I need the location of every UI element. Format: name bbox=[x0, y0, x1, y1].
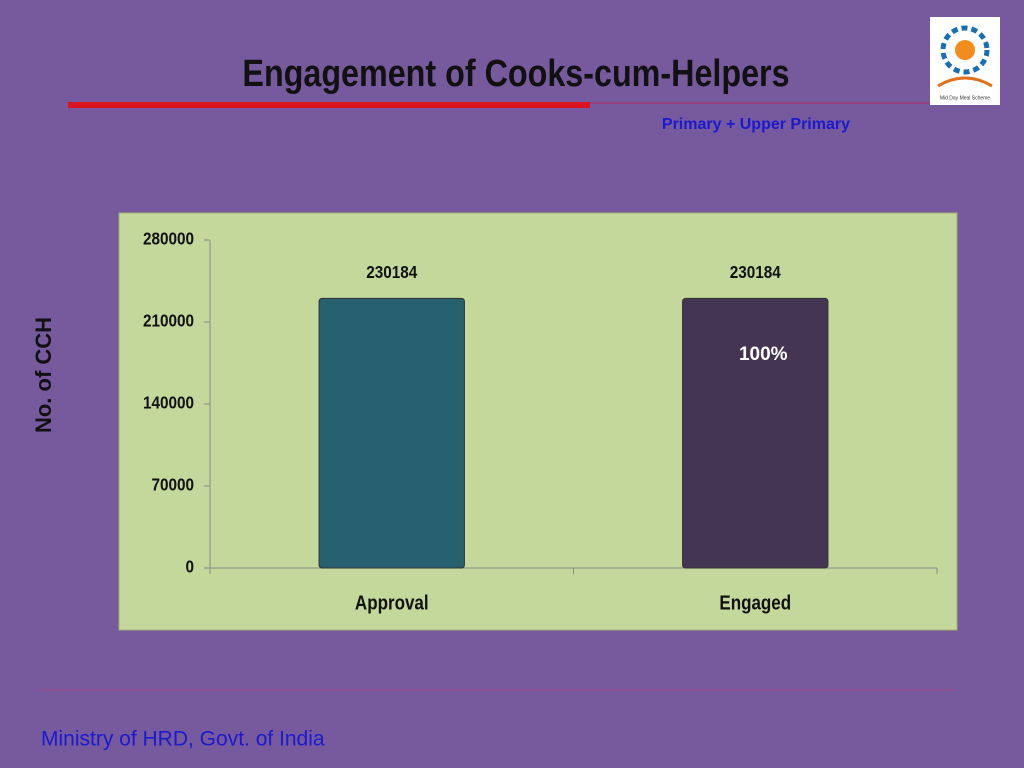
y-tick-label: 70000 bbox=[151, 475, 194, 495]
logo: Mid Day Meal Scheme bbox=[930, 17, 1000, 105]
title-rule bbox=[68, 102, 590, 108]
logo-box bbox=[930, 17, 1000, 105]
plot-area bbox=[118, 212, 958, 631]
data-label: 230184 bbox=[730, 262, 782, 282]
chart-subtitle: Primary + Upper Primary bbox=[662, 116, 850, 133]
logo-text: Mid Day Meal Scheme bbox=[940, 95, 991, 101]
y-axis-label: No. of CCH bbox=[31, 317, 56, 433]
x-tick-label: Approval bbox=[355, 591, 429, 614]
bar bbox=[318, 297, 465, 569]
y-tick-label: 210000 bbox=[143, 311, 194, 331]
y-tick-label: 280000 bbox=[143, 229, 194, 249]
data-label: 230184 bbox=[366, 262, 418, 282]
logo-ring bbox=[940, 25, 990, 75]
logo-center bbox=[955, 40, 975, 60]
y-tick-label: 0 bbox=[185, 557, 194, 577]
footer: Ministry of HRD, Govt. of India bbox=[41, 728, 325, 751]
x-tick-label: Engaged bbox=[719, 591, 791, 614]
y-tick-label: 140000 bbox=[143, 393, 194, 413]
chart-title: Engagement of Cooks-cum-Helpers bbox=[242, 53, 789, 95]
logo-book bbox=[937, 76, 993, 88]
bar bbox=[682, 297, 829, 569]
annotation: 100% bbox=[739, 344, 788, 365]
